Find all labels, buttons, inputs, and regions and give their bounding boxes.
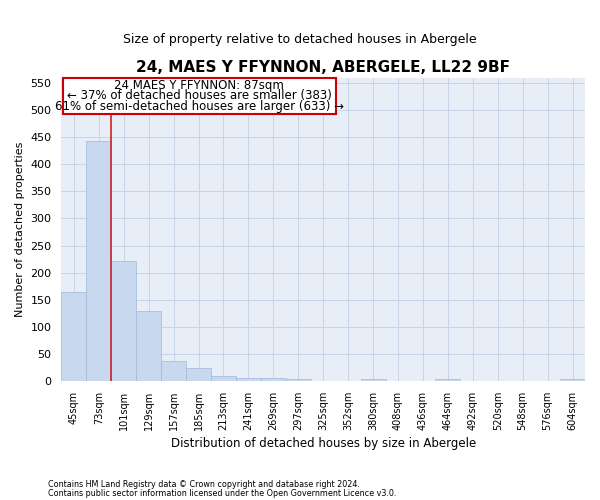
Bar [61, 292, 86, 381]
Text: 24 MAES Y FFYNNON: 87sqm: 24 MAES Y FFYNNON: 87sqm [114, 79, 284, 92]
Bar [436, 379, 460, 381]
Text: 61% of semi-detached houses are larger (633) →: 61% of semi-detached houses are larger (… [55, 100, 344, 114]
Bar [211, 376, 236, 381]
Bar [236, 378, 261, 381]
Text: Contains HM Land Registry data © Crown copyright and database right 2024.: Contains HM Land Registry data © Crown c… [48, 480, 360, 489]
Text: Size of property relative to detached houses in Abergele: Size of property relative to detached ho… [123, 32, 477, 46]
Text: Contains public sector information licensed under the Open Government Licence v3: Contains public sector information licen… [48, 488, 397, 498]
FancyBboxPatch shape [62, 78, 335, 114]
Bar [261, 378, 286, 381]
X-axis label: Distribution of detached houses by size in Abergele: Distribution of detached houses by size … [170, 437, 476, 450]
Bar [111, 261, 136, 381]
Y-axis label: Number of detached properties: Number of detached properties [15, 142, 25, 317]
Bar [286, 379, 311, 381]
Title: 24, MAES Y FFYNNON, ABERGELE, LL22 9BF: 24, MAES Y FFYNNON, ABERGELE, LL22 9BF [136, 60, 510, 75]
Text: ← 37% of detached houses are smaller (383): ← 37% of detached houses are smaller (38… [67, 90, 332, 102]
Bar [361, 379, 386, 381]
Bar [86, 141, 111, 381]
Bar [186, 368, 211, 381]
Bar [560, 379, 585, 381]
Bar [136, 310, 161, 381]
Bar [161, 361, 186, 381]
